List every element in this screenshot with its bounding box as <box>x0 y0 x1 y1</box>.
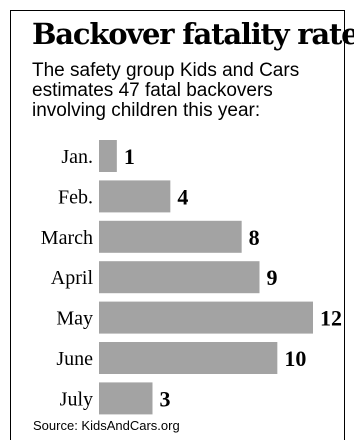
category-label: June <box>56 348 93 370</box>
category-label: Jan. <box>61 146 93 168</box>
category-label: Feb. <box>58 186 93 208</box>
chart-title: Backover fatality rate <box>32 17 354 51</box>
bar-july <box>99 382 153 415</box>
bar-april <box>99 261 260 294</box>
chart-subtitle: The safety group Kids and Cars estimates… <box>32 60 300 121</box>
value-label: 8 <box>249 225 260 250</box>
category-label: March <box>41 227 93 249</box>
value-label: 9 <box>267 265 278 290</box>
category-label: May <box>56 308 93 330</box>
value-label: 12 <box>320 306 342 331</box>
source-note: Source: KidsAndCars.org <box>33 418 180 433</box>
chart-frame <box>10 10 345 440</box>
bar-jan <box>99 140 117 172</box>
bar-june <box>99 342 278 374</box>
bar-march <box>99 220 242 253</box>
value-label: 3 <box>160 386 171 411</box>
category-label: April <box>51 267 94 289</box>
category-label: July <box>60 388 93 410</box>
value-label: 10 <box>284 346 306 371</box>
bar-feb <box>99 180 171 213</box>
value-label: 1 <box>124 144 135 169</box>
value-label: 4 <box>177 184 188 209</box>
bar-may <box>99 301 313 334</box>
